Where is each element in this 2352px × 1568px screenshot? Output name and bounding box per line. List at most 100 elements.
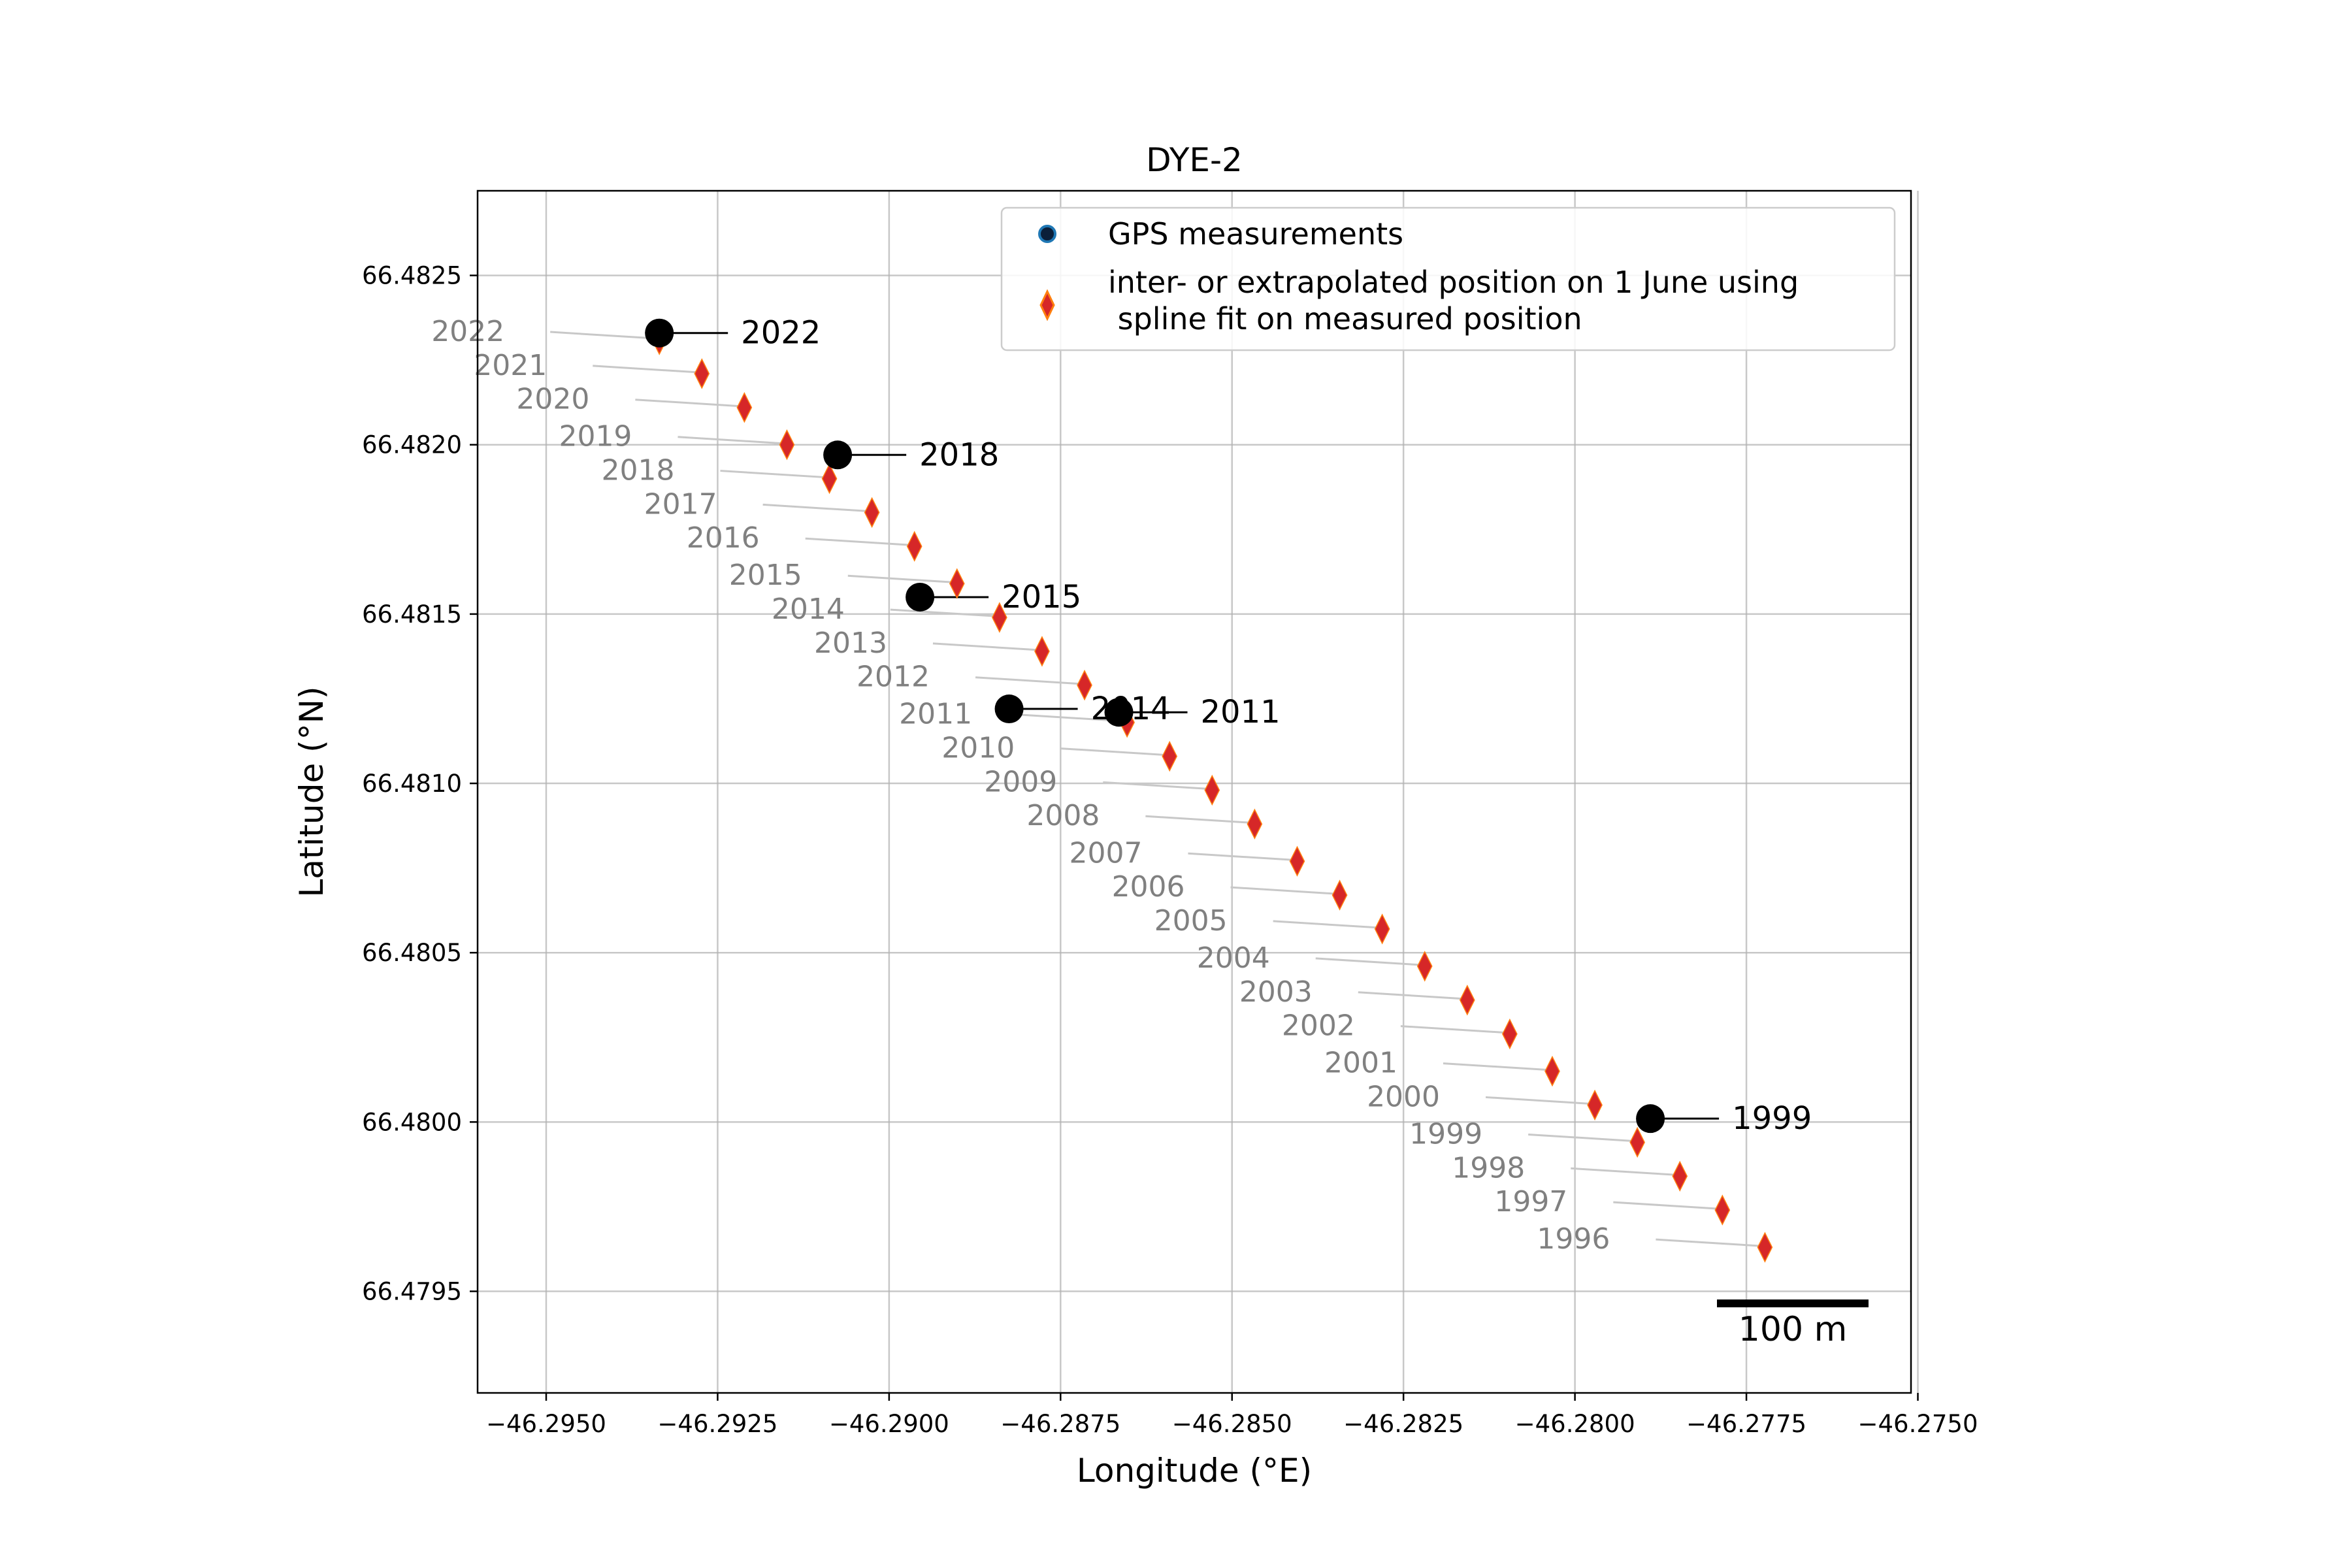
interp-leader-line xyxy=(1145,815,1251,824)
legend: GPS measurements inter- or extrapolated … xyxy=(1000,206,1896,351)
interp-point-marker xyxy=(1204,774,1220,806)
interp-point-marker xyxy=(1757,1232,1773,1263)
interp-leader-line xyxy=(1443,1062,1549,1071)
gps-point-marker xyxy=(994,694,1024,724)
interp-leader-line xyxy=(1400,1025,1506,1034)
interp-point-marker xyxy=(1459,985,1475,1016)
interp-leader-line xyxy=(975,676,1081,685)
interp-year-label: 2015 xyxy=(729,559,802,592)
interp-point-marker xyxy=(694,358,710,389)
legend-spline-label-line1: inter- or extrapolated position on 1 Jun… xyxy=(1108,265,1799,300)
interp-year-label: 2001 xyxy=(1324,1047,1397,1080)
interp-year-label: 2017 xyxy=(644,487,717,521)
gps-year-label: 1999 xyxy=(1732,1100,1812,1137)
x-axis-ticks: −46.2950 −46.2925 −46.2900 −46.2875 −46.2850… xyxy=(486,1393,1978,1438)
interp-leader-line xyxy=(1613,1201,1719,1210)
interp-point-marker xyxy=(1077,670,1092,701)
interp-leader-line xyxy=(1485,1096,1592,1105)
interp-leader-line xyxy=(1571,1167,1676,1176)
y-axis-ticks: 66.4795 66.4800 66.4805 66.4810 66.4815 66.48… xyxy=(362,262,478,1306)
x-tick-label: −46.2800 xyxy=(1515,1410,1635,1438)
interp-leader-line xyxy=(890,608,996,617)
interp-year-label: 2021 xyxy=(474,349,547,382)
interp-leader-line xyxy=(762,503,868,512)
plot-frame xyxy=(476,189,1912,1394)
interp-year-label: 2000 xyxy=(1367,1080,1440,1113)
y-tick-label: 66.4805 xyxy=(362,939,462,967)
interp-point-marker xyxy=(1714,1194,1731,1226)
interp-year-label: 2014 xyxy=(772,593,845,626)
interp-leader-line xyxy=(593,365,698,374)
y-tick-label: 66.4810 xyxy=(362,770,462,798)
interp-year-label: 2013 xyxy=(814,627,887,660)
x-tick-label: −46.2950 xyxy=(486,1410,606,1438)
interp-leader-line xyxy=(550,331,656,340)
scale-bar-line xyxy=(1717,1299,1869,1307)
scale-bar-label: 100 m xyxy=(1739,1310,1847,1349)
x-tick-label: −46.2900 xyxy=(829,1410,949,1438)
gps-year-label: 2015 xyxy=(1002,579,1081,615)
interp-leader-line xyxy=(805,537,911,546)
interp-point-marker xyxy=(1672,1160,1688,1192)
interp-point-marker xyxy=(1034,636,1050,667)
interp-leader-line xyxy=(1060,747,1166,757)
interp-year-label: 2007 xyxy=(1069,836,1142,870)
interp-leader-line xyxy=(1018,713,1124,723)
interp-point-marker xyxy=(736,392,753,423)
interp-year-label: 2018 xyxy=(602,454,675,487)
interp-year-label: 2002 xyxy=(1282,1009,1355,1043)
interp-leader-line xyxy=(678,436,783,445)
interp-year-label: 2008 xyxy=(1026,799,1100,832)
gps-point-marker xyxy=(1104,698,1134,727)
x-tick-label: −46.2825 xyxy=(1343,1410,1463,1438)
interp-leader-line xyxy=(1315,957,1421,966)
gps-point-marker xyxy=(645,318,674,348)
grid-lines xyxy=(478,191,1919,1393)
interp-leader-line xyxy=(1358,991,1463,1000)
interp-leader-line xyxy=(1273,920,1379,929)
y-tick-label: 66.4800 xyxy=(362,1108,462,1136)
interp-leader-line xyxy=(635,399,741,408)
interp-point-marker xyxy=(1416,951,1433,982)
legend-gps-marker xyxy=(1038,225,1056,243)
interp-point-marker xyxy=(906,531,923,562)
interp-point-marker xyxy=(1544,1055,1560,1087)
interp-year-label: 2022 xyxy=(431,315,504,348)
x-tick-label: −46.2850 xyxy=(1172,1410,1292,1438)
interp-year-label: 2019 xyxy=(559,420,632,453)
interp-leader-line xyxy=(720,470,826,479)
interp-leader-line xyxy=(1188,852,1294,861)
legend-spline-marker xyxy=(1039,289,1055,321)
interp-year-label: 1997 xyxy=(1494,1185,1567,1218)
legend-spline-label-line2: spline fit on measured position xyxy=(1108,301,1582,336)
interp-point-marker xyxy=(1629,1126,1645,1158)
gps-year-label: 2014 xyxy=(1091,691,1171,727)
interp-point-marker xyxy=(779,429,795,461)
interp-leader-line xyxy=(932,642,1039,651)
interp-year-label: 2011 xyxy=(899,698,972,731)
interp-year-label: 2009 xyxy=(984,765,1057,798)
interp-point-marker xyxy=(1289,845,1305,877)
interp-year-label: 1999 xyxy=(1409,1117,1482,1151)
data-marks xyxy=(645,318,1773,1263)
interp-leader-line xyxy=(847,574,953,583)
interp-year-label: 2006 xyxy=(1112,870,1185,904)
legend-gps-label: GPS measurements xyxy=(1108,216,1403,252)
y-tick-label: 66.4815 xyxy=(362,600,462,629)
interp-leader-line xyxy=(1656,1238,1761,1247)
point-labels: 2022202120202019201820172016201520142013… xyxy=(431,315,1812,1256)
interp-point-marker xyxy=(1247,808,1263,840)
interp-point-marker xyxy=(821,463,838,495)
y-tick-label: 66.4825 xyxy=(362,262,462,290)
x-axis-label: Longitude (°E) xyxy=(1077,1452,1312,1490)
interp-point-marker xyxy=(1331,879,1348,911)
interp-leader-line xyxy=(1528,1133,1634,1142)
interp-year-label: 2003 xyxy=(1239,975,1313,1009)
y-tick-label: 66.4795 xyxy=(362,1278,462,1306)
interp-year-label: 2012 xyxy=(857,661,930,694)
scale-bar: 100 m xyxy=(1717,1299,1869,1349)
interp-year-label: 2005 xyxy=(1154,904,1228,938)
interp-point-marker xyxy=(992,602,1007,633)
chart-title: DYE-2 xyxy=(1146,141,1243,179)
